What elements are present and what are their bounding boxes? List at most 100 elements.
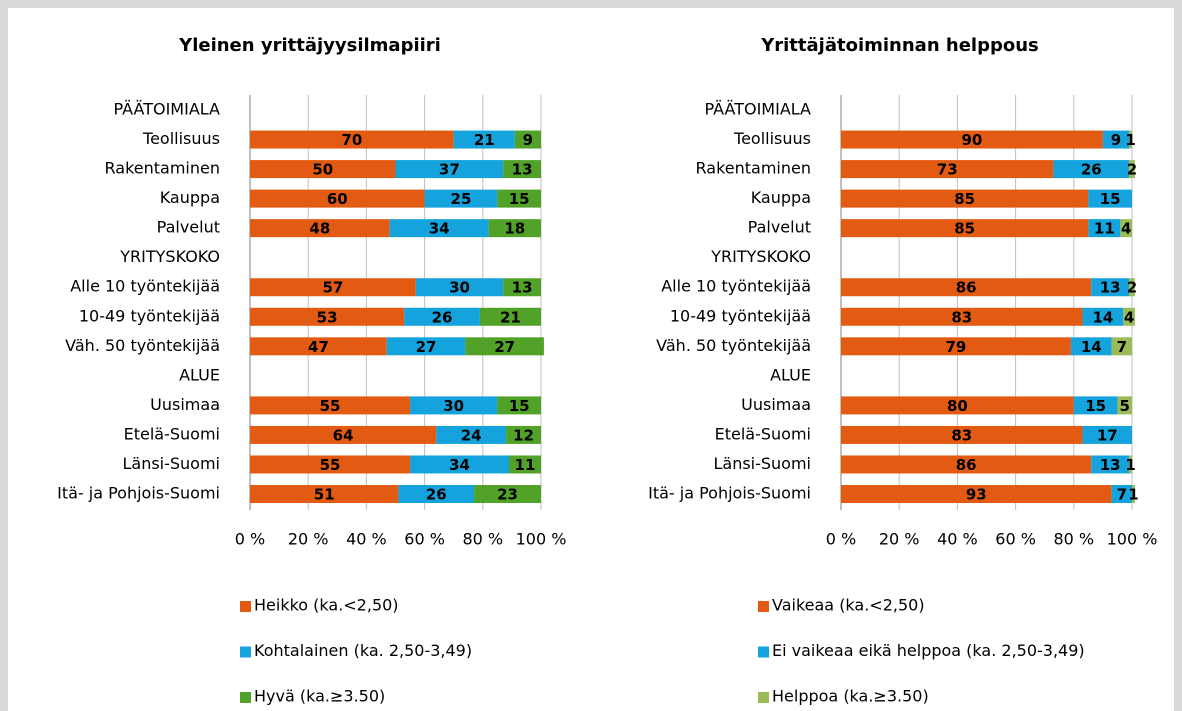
bar-segment xyxy=(395,160,504,179)
data-label: 86 xyxy=(956,456,977,474)
y-tick-label: 10-49 työntekijää xyxy=(79,306,220,325)
data-label: 50 xyxy=(312,161,333,179)
bar-segment xyxy=(497,189,541,208)
data-label: 93 xyxy=(966,486,987,504)
data-label: 9 xyxy=(523,131,533,149)
bar-segment xyxy=(488,219,541,238)
data-label: 90 xyxy=(962,131,983,149)
y-tick-label: Etelä-Suomi xyxy=(715,424,811,443)
bar-segment xyxy=(389,219,489,238)
y-tick-label: Palvelut xyxy=(157,218,220,237)
bar-segment xyxy=(1117,396,1132,415)
data-label: 60 xyxy=(327,190,348,208)
data-label: 14 xyxy=(1092,308,1113,326)
data-label: 48 xyxy=(309,220,330,238)
bar-segment xyxy=(465,337,544,356)
bar-segment xyxy=(841,160,1054,179)
bar-segment xyxy=(1132,485,1135,504)
data-label: 30 xyxy=(449,279,470,297)
legend-label: Kohtalainen (ka. 2,50-3,49) xyxy=(254,641,472,660)
y-tick-label: Väh. 50 työntekijää xyxy=(65,336,220,355)
x-tick-label: 0 % xyxy=(826,530,856,549)
y-tick-label: Uusimaa xyxy=(741,395,811,414)
bar-segment xyxy=(404,307,480,326)
data-label: 5 xyxy=(1120,397,1130,415)
bar-segment xyxy=(250,455,411,474)
bar-segment xyxy=(514,130,541,149)
data-label: 26 xyxy=(432,308,453,326)
chart-title: Yleinen yrittäjyysilmapiiri xyxy=(178,35,441,56)
y-tick-label: Länsi-Suomi xyxy=(122,454,220,473)
data-label: 86 xyxy=(956,279,977,297)
legend-label: Heikko (ka.<2,50) xyxy=(254,596,399,615)
bar-segment xyxy=(250,160,396,179)
data-label: 55 xyxy=(320,397,341,415)
data-label: 53 xyxy=(317,308,338,326)
bar-segment xyxy=(1129,278,1135,297)
bar-segment xyxy=(410,455,509,474)
bar-segment xyxy=(841,219,1089,238)
x-tick-label: 40 % xyxy=(346,530,387,549)
data-label: 70 xyxy=(341,131,362,149)
data-label: 85 xyxy=(954,220,975,238)
y-tick-label: Alle 10 työntekijää xyxy=(70,277,220,296)
y-tick-label: Itä- ja Pohjois-Suomi xyxy=(648,484,811,503)
bar-segment xyxy=(506,425,541,444)
bar-segment xyxy=(250,396,411,415)
x-tick-label: 100 % xyxy=(1107,530,1158,549)
data-label: 11 xyxy=(515,456,536,474)
x-tick-label: 80 % xyxy=(462,530,503,549)
y-tick-label: ALUE xyxy=(179,365,220,384)
bar-segment xyxy=(474,485,541,504)
legend-label: Hyvä (ka.≥3.50) xyxy=(254,687,385,706)
bar-segment xyxy=(479,307,541,326)
data-label: 27 xyxy=(416,338,437,356)
bar-segment xyxy=(250,337,387,356)
data-label: 83 xyxy=(951,308,972,326)
y-tick-label: Palvelut xyxy=(748,218,811,237)
bar-segment xyxy=(250,189,425,208)
y-tick-label: 10-49 työntekijää xyxy=(670,306,811,325)
y-tick-label: ALUE xyxy=(770,365,811,384)
data-label: 47 xyxy=(308,338,329,356)
data-label: 13 xyxy=(1100,279,1121,297)
bar-segment xyxy=(503,160,541,179)
y-tick-label: Uusimaa xyxy=(150,395,220,414)
y-tick-label: Väh. 50 työntekijää xyxy=(656,336,811,355)
y-tick-label: Länsi-Suomi xyxy=(713,454,811,473)
y-tick-label: PÄÄTOIMIALA xyxy=(705,100,812,119)
data-label: 57 xyxy=(322,279,343,297)
data-label: 15 xyxy=(1100,190,1121,208)
bar-segment xyxy=(1129,130,1132,149)
data-label: 24 xyxy=(461,426,482,444)
x-tick-label: 80 % xyxy=(1053,530,1094,549)
data-label: 80 xyxy=(947,397,968,415)
data-label: 7 xyxy=(1117,486,1127,504)
bar-segment xyxy=(1129,455,1132,474)
bar-segment xyxy=(1129,160,1135,179)
y-tick-label: Alle 10 työntekijää xyxy=(661,277,811,296)
data-label: 9 xyxy=(1111,131,1121,149)
y-tick-label: Teollisuus xyxy=(142,129,220,148)
data-label: 37 xyxy=(439,161,460,179)
data-label: 1 xyxy=(1125,131,1135,149)
y-tick-label: YRITYSKOKO xyxy=(710,247,811,266)
data-label: 73 xyxy=(937,161,958,179)
bar-segment xyxy=(841,189,1089,208)
chart-title: Yrittäjätoiminnan helppous xyxy=(760,35,1039,56)
x-tick-label: 20 % xyxy=(288,530,329,549)
data-label: 2 xyxy=(1127,279,1137,297)
bar-segment xyxy=(841,455,1092,474)
data-label: 26 xyxy=(426,486,447,504)
data-label: 34 xyxy=(449,456,470,474)
data-label: 25 xyxy=(451,190,472,208)
bar-segment xyxy=(841,425,1083,444)
data-label: 79 xyxy=(946,338,967,356)
data-label: 11 xyxy=(1094,220,1115,238)
bar-segment xyxy=(250,278,416,297)
data-label: 4 xyxy=(1124,308,1134,326)
bar-segment xyxy=(386,337,466,356)
x-tick-label: 20 % xyxy=(879,530,920,549)
data-label: 27 xyxy=(494,338,515,356)
